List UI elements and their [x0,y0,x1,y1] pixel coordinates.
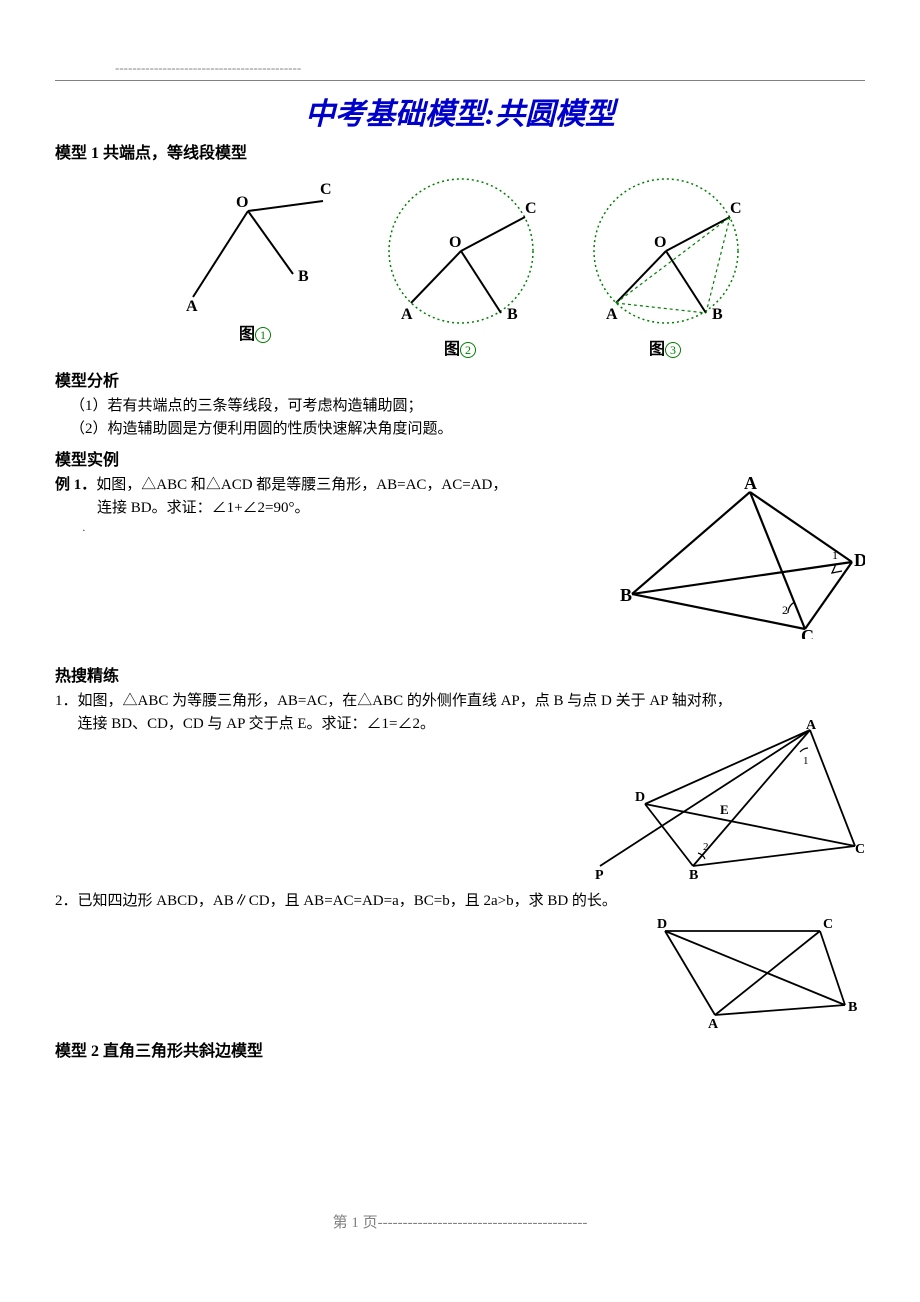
example-1-note: . [83,520,621,537]
figure-2-caption-prefix: 图 [444,341,460,358]
figure-3: O A B C 图3 [578,171,753,359]
ex1-label-C: C [801,626,814,639]
fig2-label-C: C [525,200,537,217]
practice-2: 2．已知四边形 ABCD，AB∥CD，且 AB=AC=AD=a，BC=b，且 2… [55,890,865,913]
model1-header: 模型 1 共端点，等线段模型 [55,139,865,163]
p1-label-E: E [720,802,729,817]
p1-label-C: C [855,842,865,857]
p1-label-P: P [595,868,604,883]
example-1-line2: 连接 BD。求证：∠1+∠2=90°。 [55,497,620,520]
example-1-text: 例 1．如图，△ABC 和△ACD 都是等腰三角形，AB=AC，AC=AD， 连… [55,474,620,538]
fig1-label-O: O [236,194,248,211]
analysis-line1: （1）若有共端点的三条等线段，可考虑构造辅助圆； [55,395,865,418]
figure-1-caption-prefix: 图 [239,326,255,343]
ex1-label-D: D [854,550,865,570]
practice-1-line1: 1．如图，△ABC 为等腰三角形，AB=AC，在△ABC 的外侧作直线 AP，点… [55,690,865,713]
page-footer: 第 1 页-----------------------------------… [0,1211,920,1232]
footer-pagenum: 1 [351,1215,359,1231]
p2-label-C: C [823,917,833,932]
practice-2-svg: D C B A [635,913,865,1028]
figure-2-caption-num: 2 [460,342,476,358]
practice-1-svg: A B C D E P 1 2 [575,718,865,883]
fig3-label-O: O [654,234,666,251]
ex1-angle-2: 2 [782,603,788,617]
example-1-label: 例 1． [55,477,96,493]
p2-label-B: B [848,1000,857,1015]
fig1-label-A: A [186,298,198,315]
fig1-label-C: C [320,181,332,198]
ex1-label-B: B [620,585,632,605]
figure-3-svg: O A B C [578,171,753,331]
fig2-label-A: A [401,306,413,323]
fig2-label-B: B [507,306,518,323]
p1-label-A: A [806,718,817,733]
figure-3-caption: 图3 [649,335,681,359]
main-title: 中考基础模型:共圆模型 [55,89,865,133]
practice-1-figure: A B C D E P 1 2 [55,718,865,888]
p1-angle-2: 2 [703,841,709,853]
top-dashes: ----------------------------------------… [115,60,865,76]
footer-dashes: ----------------------------------------… [378,1215,588,1231]
figure-3-caption-num: 3 [665,342,681,358]
fig3-label-B: B [712,306,723,323]
fig1-label-B: B [298,268,309,285]
analysis-body: （1）若有共端点的三条等线段，可考虑构造辅助圆； （2）构造辅助圆是方便利用圆的… [55,395,865,442]
example-1-figure: A B C D 1 2 [620,474,865,644]
fig3-label-C: C [730,200,742,217]
figure-2-svg: O A B C [373,171,548,331]
figure-1-svg: O A B C [168,171,343,316]
example-1-svg: A B C D 1 2 [620,474,865,639]
practice-2-text: 2．已知四边形 ABCD，AB∥CD，且 AB=AC=AD=a，BC=b，且 2… [55,890,865,913]
figure-3-caption-prefix: 图 [649,341,665,358]
examples-header: 模型实例 [55,446,865,470]
example-1: 例 1．如图，△ABC 和△ACD 都是等腰三角形，AB=AC，AC=AD， 连… [55,474,865,644]
p2-label-A: A [708,1017,719,1028]
figure-1: O A B C 图1 [168,171,343,359]
top-divider [55,80,865,81]
fig2-label-O: O [449,234,461,251]
model1-figures: O A B C 图1 O A B C 图2 [55,171,865,359]
example-1-line1: 如图，△ABC 和△ACD 都是等腰三角形，AB=AC，AC=AD， [96,477,507,493]
p1-angle-1: 1 [803,755,809,767]
p1-label-D: D [635,790,645,805]
model2-header: 模型 2 直角三角形共斜边模型 [55,1037,865,1061]
footer-prefix: 第 [333,1215,348,1231]
ex1-angle-1: 1 [832,548,838,562]
practice-2-figure: D C B A [55,913,865,1033]
fig3-label-A: A [606,306,618,323]
footer-suffix: 页 [363,1215,378,1231]
practice-header: 热搜精练 [55,662,865,686]
figure-1-caption: 图1 [239,320,271,344]
figure-1-caption-num: 1 [255,327,271,343]
figure-2: O A B C 图2 [373,171,548,359]
analysis-header: 模型分析 [55,367,865,391]
p1-label-B: B [689,868,698,883]
figure-2-caption: 图2 [444,335,476,359]
p2-label-D: D [657,917,667,932]
ex1-label-A: A [744,474,757,493]
analysis-line2: （2）构造辅助圆是方便利用圆的性质快速解决角度问题。 [55,418,865,441]
